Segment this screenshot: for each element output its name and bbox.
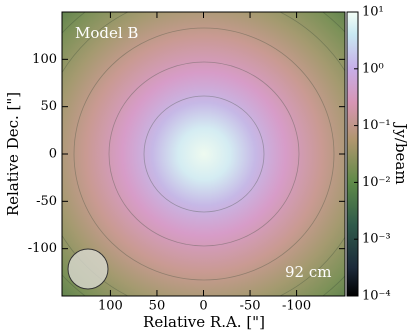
y-tick-label: 100 (32, 52, 57, 67)
x-tick-label: 50 (149, 299, 166, 314)
contours (62, 12, 345, 296)
y-tick-label: -100 (28, 241, 57, 256)
beam (67, 248, 109, 290)
annotation: Model B (75, 24, 138, 42)
colorbar-tick-label: 10⁻¹ (362, 118, 391, 133)
image-fill (62, 12, 345, 296)
image (62, 12, 345, 296)
x-axis-label: Relative R.A. ["] (143, 313, 265, 331)
x-tick-label: 100 (98, 299, 123, 314)
colorbar-tick-label: 10⁻⁴ (362, 289, 391, 304)
x-tick-label: -50 (240, 299, 261, 314)
y-tick-label: -50 (36, 194, 57, 209)
annotation: 92 cm (285, 263, 331, 281)
colorbar-tick-label: 10⁻² (362, 175, 391, 190)
colorbar-tick-label: 10⁰ (362, 61, 384, 76)
y-axis-label: Relative Dec. ["] (4, 92, 22, 216)
y-tick-label: 0 (49, 147, 57, 162)
x-tick-label: -100 (282, 299, 311, 314)
y-tick-label: 50 (40, 99, 57, 114)
x-tick-label: 0 (199, 299, 207, 314)
colorbar-tick-label: 10¹ (362, 5, 384, 20)
colorbar-label: Jy/beam (392, 121, 410, 184)
colorbar-tick-label: 10⁻³ (362, 232, 391, 247)
colorbar (346, 11, 359, 297)
